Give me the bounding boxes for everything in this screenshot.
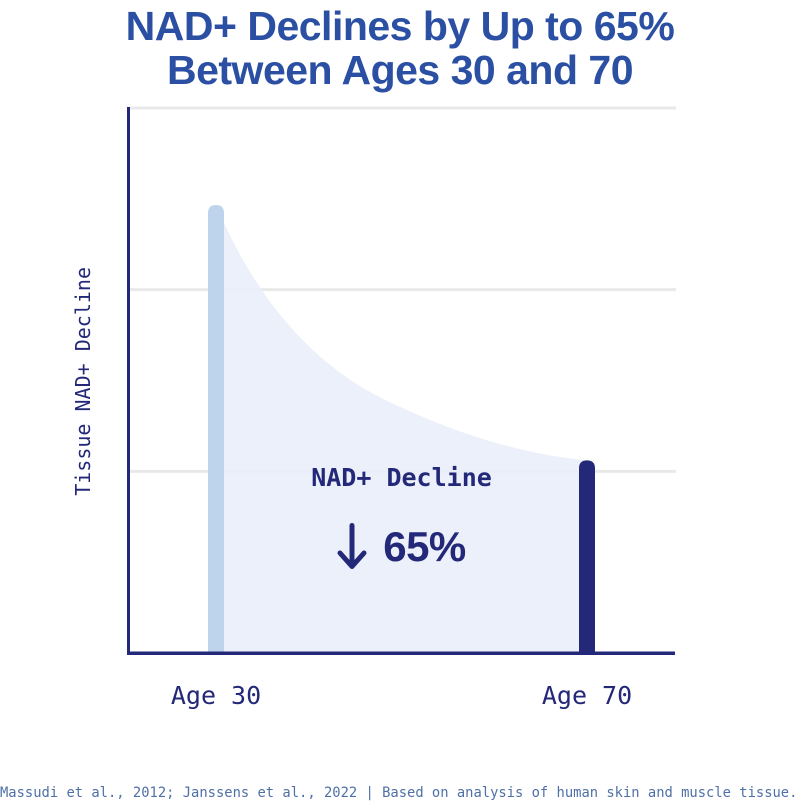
decline-area (216, 205, 587, 653)
chart-title-line2: Between Ages 30 and 70 (166, 47, 634, 93)
chart-title: NAD+ Declines by Up to 65% Between Ages … (0, 4, 800, 92)
annotation-label: NAD+ Decline (311, 463, 492, 492)
bar-age-30 (208, 205, 224, 653)
bar-age-70 (579, 460, 595, 653)
x-tick-age-30: Age 30 (170, 681, 262, 710)
annotation-stat: 65% (127, 518, 676, 576)
chart-title-line1: NAD+ Declines by Up to 65% (125, 3, 675, 49)
annotation-value: 65% (383, 523, 466, 570)
y-axis-label: Tissue NAD+ Decline (71, 267, 95, 496)
source-citation: Massudi et al., 2012; Janssens et al., 2… (0, 785, 798, 801)
down-arrow-icon (337, 523, 367, 569)
x-tick-age-70: Age 70 (541, 681, 633, 710)
